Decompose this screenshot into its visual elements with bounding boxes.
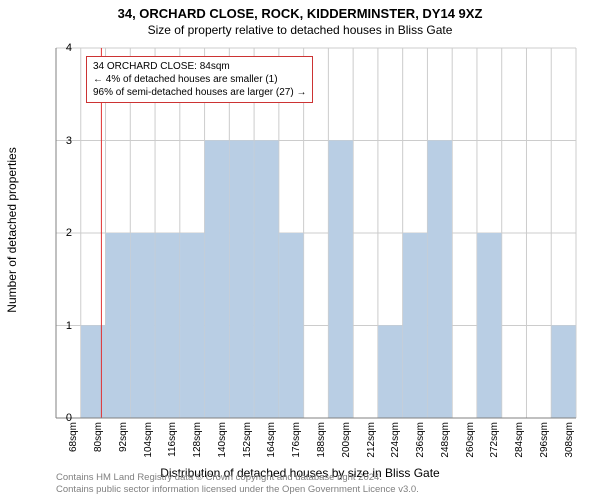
page-title: 34, ORCHARD CLOSE, ROCK, KIDDERMINSTER, … <box>0 0 600 21</box>
footer: Contains HM Land Registry data © Crown c… <box>56 472 419 496</box>
annotation-line2: ← 4% of detached houses are smaller (1) <box>93 73 306 86</box>
x-tick: 200sqm <box>341 422 352 472</box>
x-tick: 188sqm <box>316 422 327 472</box>
plot-svg <box>56 48 576 418</box>
x-tick: 224sqm <box>390 422 401 472</box>
annotation-line1: 34 ORCHARD CLOSE: 84sqm <box>93 60 306 73</box>
y-tick: 1 <box>66 320 72 332</box>
x-tick: 236sqm <box>415 422 426 472</box>
x-tick: 272sqm <box>489 422 500 472</box>
y-tick: 2 <box>66 227 72 239</box>
x-tick: 296sqm <box>539 422 550 472</box>
x-tick: 284sqm <box>514 422 525 472</box>
x-tick: 176sqm <box>291 422 302 472</box>
x-tick: 248sqm <box>440 422 451 472</box>
x-tick: 128sqm <box>192 422 203 472</box>
page-subtitle: Size of property relative to detached ho… <box>0 21 600 37</box>
x-tick: 104sqm <box>143 422 154 472</box>
chart-container: 34, ORCHARD CLOSE, ROCK, KIDDERMINSTER, … <box>0 0 600 500</box>
annotation-box: 34 ORCHARD CLOSE: 84sqm ← 4% of detached… <box>86 56 313 103</box>
y-tick: 4 <box>66 42 72 54</box>
x-tick: 92sqm <box>118 422 129 472</box>
y-tick: 3 <box>66 135 72 147</box>
x-tick: 308sqm <box>564 422 575 472</box>
x-tick: 212sqm <box>366 422 377 472</box>
x-tick: 152sqm <box>242 422 253 472</box>
x-tick: 116sqm <box>167 422 178 472</box>
footer-line2: Contains public sector information licen… <box>56 484 419 496</box>
chart-area: 34 ORCHARD CLOSE: 84sqm ← 4% of detached… <box>56 48 576 418</box>
x-tick: 68sqm <box>68 422 79 472</box>
x-tick: 140sqm <box>217 422 228 472</box>
x-tick: 164sqm <box>266 422 277 472</box>
y-axis-label: Number of detached properties <box>5 147 19 312</box>
annotation-line3: 96% of semi-detached houses are larger (… <box>93 86 306 99</box>
footer-line1: Contains HM Land Registry data © Crown c… <box>56 472 419 484</box>
plot-area <box>56 48 576 418</box>
x-tick: 80sqm <box>93 422 104 472</box>
x-tick: 260sqm <box>465 422 476 472</box>
